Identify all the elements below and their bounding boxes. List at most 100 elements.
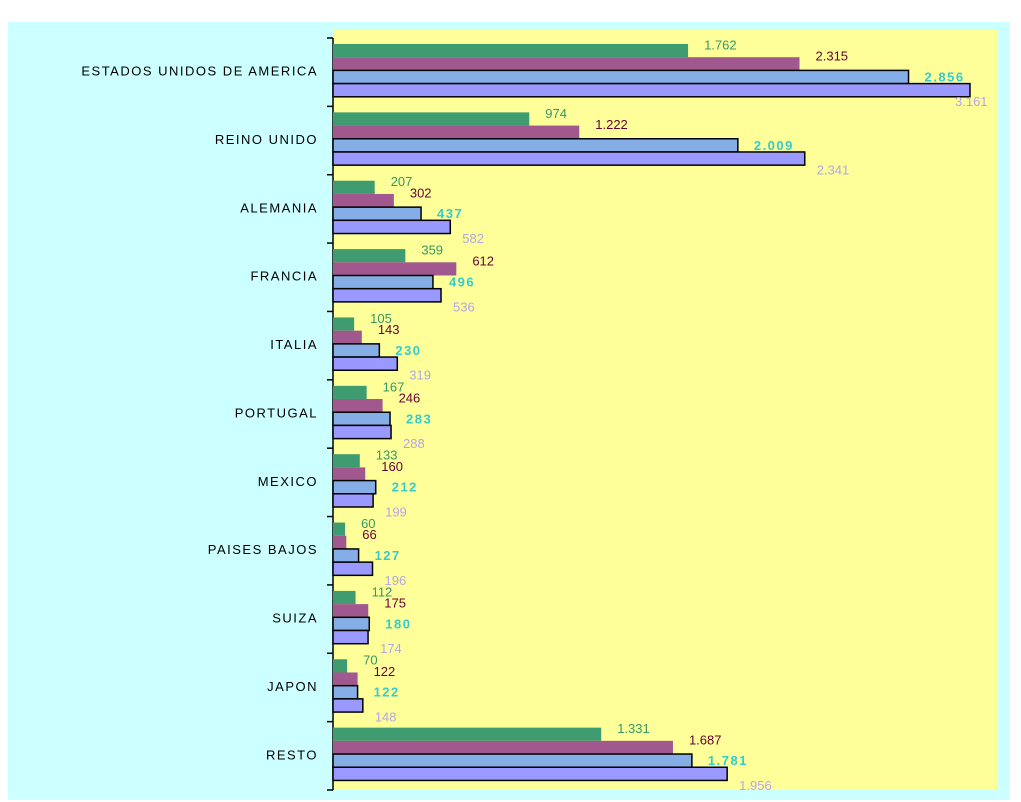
value-label: 246 xyxy=(399,390,421,405)
bar xyxy=(333,535,347,549)
value-label: 70 xyxy=(363,653,377,668)
value-label: 1.687 xyxy=(689,732,722,747)
value-label: 1.222 xyxy=(595,117,628,132)
bar xyxy=(333,262,457,276)
value-label: 105 xyxy=(370,311,392,326)
bar xyxy=(333,467,366,481)
bar xyxy=(332,69,910,85)
value-label: 496 xyxy=(449,275,475,290)
value-label: 230 xyxy=(395,343,421,358)
bar xyxy=(332,629,369,645)
bar xyxy=(332,561,374,577)
bar xyxy=(333,659,348,673)
category-label: ITALIA xyxy=(270,337,318,352)
value-label: 536 xyxy=(453,299,475,314)
bar xyxy=(333,180,375,194)
bar xyxy=(333,125,580,139)
value-label: 582 xyxy=(462,231,484,246)
value-label: 127 xyxy=(375,548,401,563)
bar xyxy=(332,493,374,508)
value-label: 143 xyxy=(378,322,400,337)
value-label: 2.009 xyxy=(754,138,794,153)
bar xyxy=(332,698,364,713)
category-label: PAISES BAJOS xyxy=(208,542,318,557)
bar xyxy=(332,616,371,632)
value-label: 2.315 xyxy=(816,49,849,64)
bar xyxy=(333,44,689,58)
bar xyxy=(333,522,346,536)
value-label: 133 xyxy=(376,448,398,463)
value-label: 66 xyxy=(362,527,376,542)
value-label: 1.781 xyxy=(708,753,748,768)
category-label: PORTUGAL xyxy=(235,405,318,420)
bar xyxy=(332,356,399,372)
value-label: 2.856 xyxy=(925,69,965,84)
value-label: 319 xyxy=(409,368,431,383)
category-label: RESTO xyxy=(266,747,318,762)
value-label: 612 xyxy=(472,254,494,269)
bar xyxy=(332,424,392,440)
category-label: MEXICO xyxy=(258,474,318,489)
bar xyxy=(333,330,362,344)
value-label: 288 xyxy=(403,436,425,451)
bar xyxy=(332,411,391,427)
bar xyxy=(333,740,673,755)
category-label: ESTADOS UNIDOS DE AMERICA xyxy=(81,64,318,79)
value-label: 60 xyxy=(361,516,375,531)
value-label: 359 xyxy=(421,243,443,258)
bar xyxy=(333,590,356,605)
value-label: 212 xyxy=(392,480,418,495)
value-label: 1.956 xyxy=(739,778,772,793)
bar xyxy=(332,684,359,700)
bar xyxy=(332,766,728,782)
category-label: FRANCIA xyxy=(250,269,318,284)
bar xyxy=(333,454,360,468)
bar xyxy=(332,343,381,358)
bar xyxy=(333,672,358,686)
value-label: 2.341 xyxy=(817,163,850,178)
value-label: 207 xyxy=(391,174,413,189)
value-label: 1.762 xyxy=(704,37,737,52)
value-label: 196 xyxy=(384,573,406,588)
bar xyxy=(332,138,739,153)
bar xyxy=(332,206,422,222)
bar xyxy=(333,385,367,400)
bar xyxy=(333,57,800,71)
bar xyxy=(332,753,693,768)
bar xyxy=(333,604,369,618)
value-label: 180 xyxy=(385,616,411,631)
category-label: JAPON xyxy=(267,679,318,694)
value-label: 3.161 xyxy=(955,94,988,109)
bar xyxy=(333,399,383,413)
value-label: 974 xyxy=(545,106,567,121)
bar xyxy=(333,193,394,208)
bar xyxy=(333,727,602,741)
bar xyxy=(333,249,406,263)
value-label: 199 xyxy=(385,504,407,519)
bar xyxy=(332,219,452,235)
bar xyxy=(333,112,530,126)
value-label: 112 xyxy=(372,584,393,599)
bar xyxy=(332,274,434,290)
value-label: 437 xyxy=(437,206,463,221)
value-label: 148 xyxy=(375,710,397,725)
bar xyxy=(333,317,355,331)
value-label: 1.331 xyxy=(617,721,650,736)
category-label: SUIZA xyxy=(272,611,318,626)
value-label: 283 xyxy=(406,411,432,426)
category-label: REINO UNIDO xyxy=(215,132,318,147)
value-label: 302 xyxy=(410,185,432,200)
bar xyxy=(332,151,806,166)
value-label: 167 xyxy=(383,379,405,394)
value-label: 122 xyxy=(374,685,400,700)
value-label: 174 xyxy=(380,641,402,656)
value-label: 122 xyxy=(374,664,396,679)
value-label: 175 xyxy=(384,596,406,611)
bar xyxy=(332,548,360,563)
category-label: ALEMANIA xyxy=(240,200,318,215)
bar xyxy=(332,479,377,495)
value-label: 160 xyxy=(381,459,403,474)
bar xyxy=(332,287,442,303)
